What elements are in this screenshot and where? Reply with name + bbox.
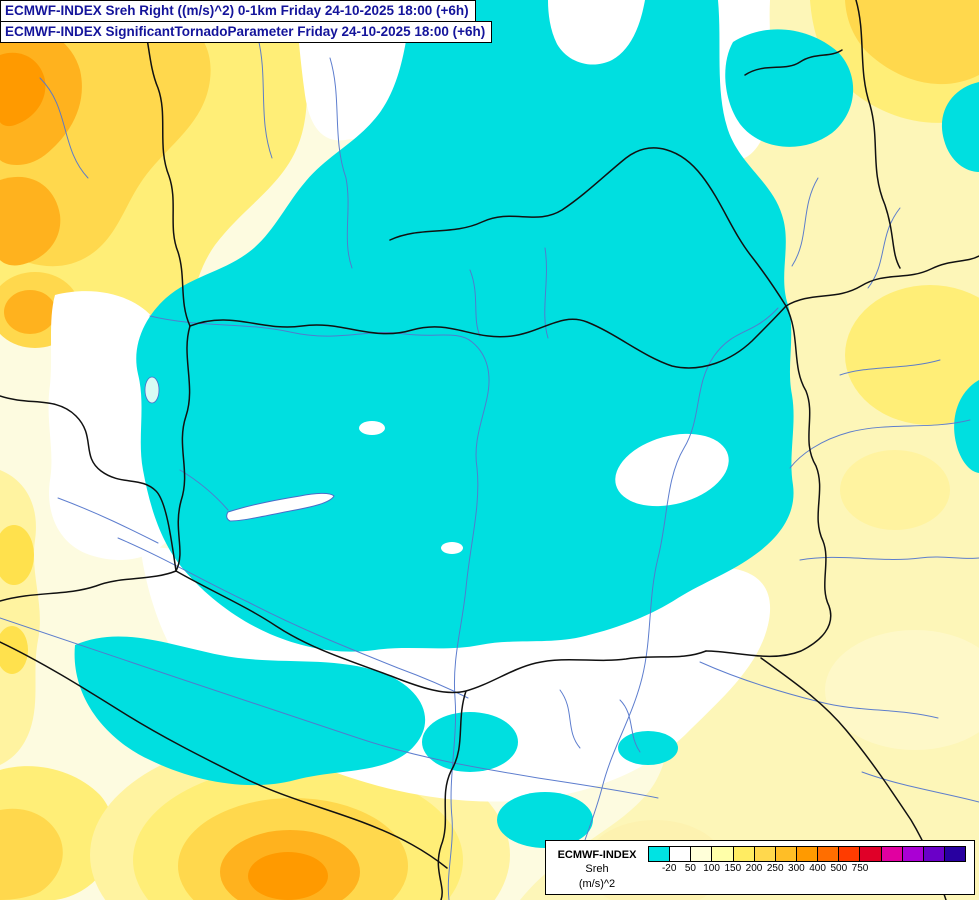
white-hole-2 [359, 421, 385, 435]
border-hungary-south [175, 570, 707, 694]
region-orange-west-blob [4, 290, 56, 334]
border-croatia-serbia [437, 690, 467, 900]
legend-color-cell [839, 847, 861, 862]
legend-color-cell [796, 847, 819, 862]
cyan-northeast [725, 29, 854, 147]
region-paleyellow-southeast [825, 630, 979, 750]
legend-tick-label: 100 [703, 863, 720, 875]
river-danube-serbia [699, 661, 939, 719]
river-mura [57, 497, 159, 544]
white-hole-1 [615, 433, 729, 507]
legend-tick-label: -20 [661, 863, 677, 875]
cyan-dot-south [575, 606, 595, 618]
legend-color-cell [881, 847, 903, 862]
legend-tick-labels: -20 50 100 150 200 250 300 400 500 750 [648, 862, 966, 875]
legend-color-cell [691, 847, 713, 862]
legend-tick-label: 200 [745, 863, 763, 875]
map-title-line1: ECMWF-INDEX Sreh Right ((m/s)^2) 0-1km F… [0, 0, 476, 23]
river-koros [839, 359, 941, 376]
region-yellow-east-1 [845, 285, 979, 425]
legend-tick-label: 150 [724, 863, 742, 875]
white-hole-3 [441, 542, 463, 554]
river-morava [39, 77, 89, 179]
river-northwest-small [257, 37, 273, 159]
legend-color-cell [944, 847, 966, 862]
white-notch-top [548, 0, 645, 65]
border-bosnia-croatia [0, 641, 448, 869]
river-bottom-right [861, 771, 979, 803]
river-vah [329, 57, 353, 269]
border-slovenia-croatia [0, 570, 177, 602]
legend-color-cell [902, 847, 924, 862]
legend-tick-label: 250 [766, 863, 784, 875]
border-northeast-small [744, 49, 843, 76]
cyan-east-edge-top [941, 82, 979, 172]
cyan-blob-south-3 [618, 731, 678, 765]
legend-tick-label: 750 [851, 863, 869, 875]
legend-units: (m/s)^2 [578, 877, 616, 890]
river-ipoly [469, 269, 481, 337]
legend-titles: ECMWF-INDEX Sreh (m/s)^2 [554, 846, 640, 891]
legend-color-cell [818, 847, 840, 862]
map-title-line2: ECMWF-INDEX SignificantTornadoParameter … [0, 21, 493, 44]
border-hungary-north [189, 305, 787, 369]
legend-colorbar [648, 846, 966, 863]
cyan-blob-south-2 [497, 792, 593, 848]
river-hron [544, 247, 549, 339]
border-hungary-east [705, 305, 832, 658]
lake-ferto [144, 376, 160, 404]
border-romania-ukraine [785, 255, 979, 307]
legend-tick-label: 500 [830, 863, 848, 875]
legend-scale: -20 50 100 150 200 250 300 400 500 750 [648, 846, 966, 875]
region-gold-west-spot-2 [0, 626, 28, 674]
river-danube [149, 315, 490, 900]
legend-color-cell [733, 847, 755, 862]
legend-color-cell [754, 847, 776, 862]
cyan-southwest [74, 636, 426, 786]
region-deeporange-west [0, 52, 46, 127]
river-south-east [799, 556, 979, 561]
legend-color-cell [923, 847, 945, 862]
cyan-east-edge-mid [954, 380, 979, 473]
legend-color-cell [712, 847, 734, 862]
legend-box: ECMWF-INDEX Sreh (m/s)^2 -20 50 100 150 200 2… [545, 840, 975, 895]
legend-color-cell [860, 847, 882, 862]
river-small-south-1 [559, 689, 581, 749]
cyan-blob-south-1 [422, 712, 518, 772]
legend-tick-label: 400 [809, 863, 826, 875]
border-north-arc [389, 147, 787, 307]
border-hungary-west [175, 325, 191, 572]
region-orange-southcenter [248, 852, 328, 900]
legend-tick-label: 300 [788, 863, 805, 875]
legend-color-cell [670, 847, 692, 862]
legend-subtitle: Sreh [585, 863, 609, 876]
legend-title: ECMWF-INDEX [557, 849, 637, 862]
region-yellow-east-2 [840, 450, 950, 530]
region-gold-northeast-corner [845, 0, 979, 85]
river-upper-tisza [791, 177, 819, 267]
region-orange-west-2 [0, 176, 61, 266]
border-northwest [136, 0, 191, 327]
border-alps-wiggle [0, 395, 177, 572]
lake-balaton [226, 492, 335, 522]
river-sava [0, 617, 659, 799]
river-mures [789, 419, 971, 469]
legend-tick-label: 50 [684, 863, 696, 875]
legend-color-cell [649, 847, 671, 862]
region-gold-west-spot-1 [0, 525, 34, 585]
river-tisza [577, 307, 779, 863]
border-east-vertical [855, 0, 901, 269]
legend-color-cell [775, 847, 797, 862]
region-gold-southwest-core [0, 808, 63, 900]
river-small-south-2 [619, 699, 641, 753]
